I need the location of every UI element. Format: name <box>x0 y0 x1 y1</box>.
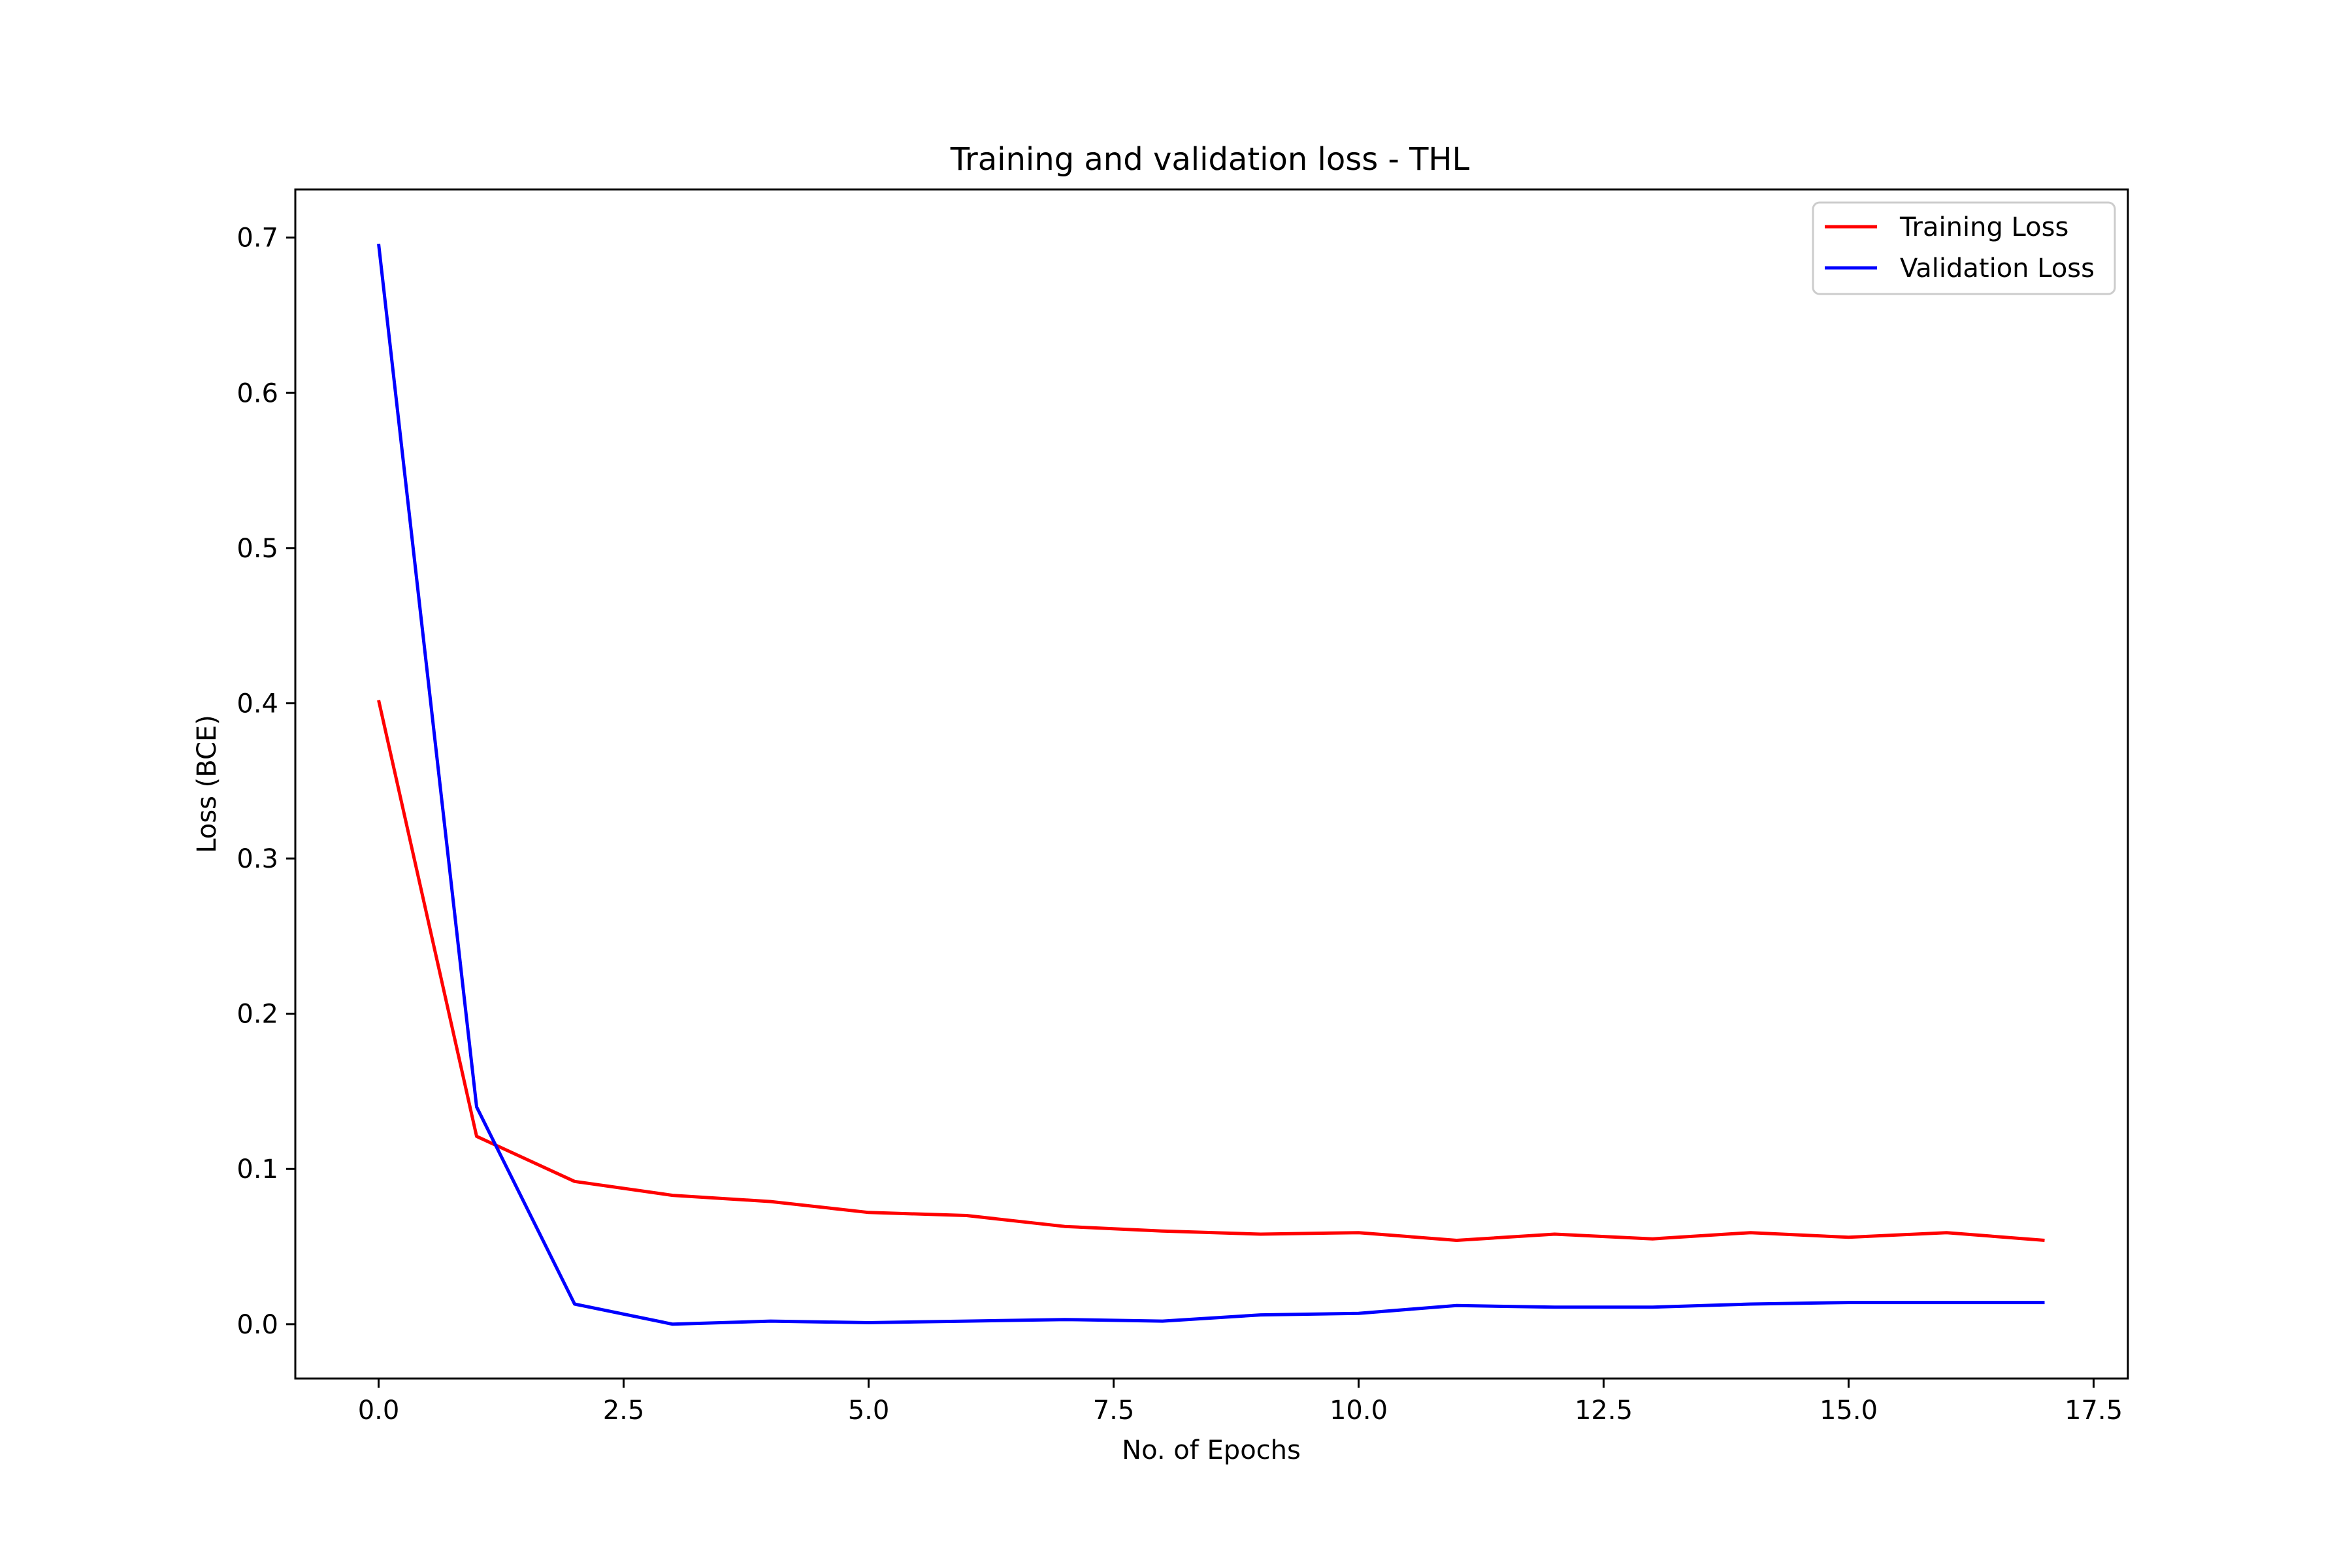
x-tick-label: 17.5 <box>2065 1396 2123 1426</box>
x-tick-label: 5.0 <box>848 1396 890 1426</box>
y-tick-label: 0.3 <box>237 844 278 874</box>
x-tick-label: 12.5 <box>1575 1396 1633 1426</box>
x-tick-label: 7.5 <box>1093 1396 1135 1426</box>
chart-title: Training and validation loss - THL <box>950 141 1470 178</box>
series-layer <box>377 243 2045 1326</box>
y-tick-label: 0.0 <box>237 1310 278 1340</box>
y-axis: 0.0 0.1 0.2 0.3 0.4 0.5 0.6 0.7 <box>237 223 295 1340</box>
y-tick-label: 0.1 <box>237 1154 278 1184</box>
x-axis-label: No. of Epochs <box>1122 1435 1301 1465</box>
y-tick-label: 0.4 <box>237 689 278 719</box>
legend-label: Training Loss <box>1899 212 2068 242</box>
legend-label: Validation Loss <box>1900 253 2095 284</box>
legend-box <box>1812 201 2116 295</box>
y-tick-label: 0.6 <box>237 378 278 408</box>
plot-area <box>294 188 2129 1380</box>
y-tick-label: 0.7 <box>237 223 278 253</box>
x-tick-label: 10.0 <box>1330 1396 1388 1426</box>
y-tick-label: 0.2 <box>237 1000 278 1030</box>
x-tick-label: 15.0 <box>1820 1396 1878 1426</box>
x-tick-label: 0.0 <box>358 1396 400 1426</box>
x-tick-label: 2.5 <box>603 1396 645 1426</box>
legend: Training Loss Validation Loss <box>1812 201 2116 295</box>
series-line-validation-loss <box>377 243 2045 1326</box>
series-line-training-loss <box>377 700 2045 1242</box>
y-axis-label: Loss (BCE) <box>192 715 222 853</box>
y-tick-label: 0.5 <box>237 534 278 564</box>
plot-frame <box>294 188 2129 1380</box>
x-axis: 0.0 2.5 5.0 7.5 10.0 12.5 15.0 17.5 <box>358 1379 2123 1426</box>
